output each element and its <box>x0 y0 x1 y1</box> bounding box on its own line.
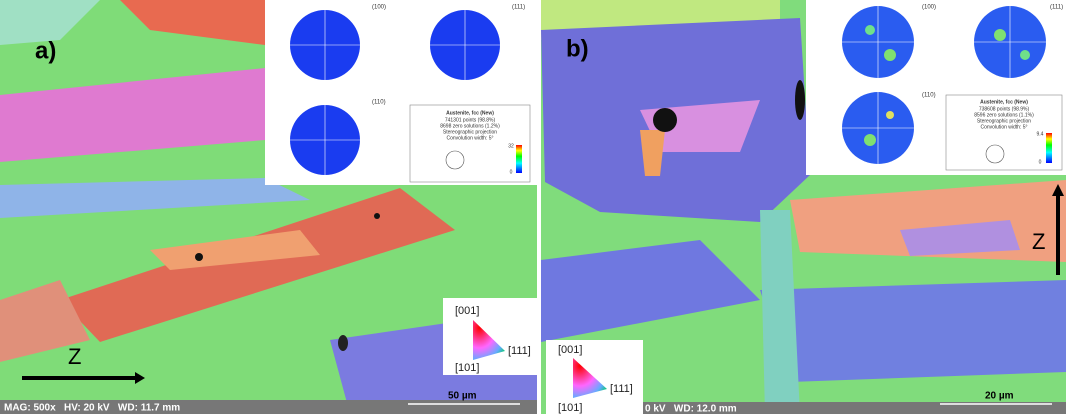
ipf-label: [111] <box>508 345 531 357</box>
axis-label: Z <box>68 344 81 369</box>
pole-figure-label: (111) <box>512 5 525 11</box>
panel-b: b) (100) (111) (110) Austenite, fcc (New… <box>541 0 1066 414</box>
legend-line: 738608 points (98.9%) <box>979 106 1030 112</box>
ipf-label: [001] <box>558 344 582 356</box>
pole-figure-label: (111) <box>1050 5 1063 11</box>
footer: MAG: 500x HV: 20 kV WD: 11.7 mm <box>4 403 180 414</box>
pole-figure-label: (100) <box>372 5 386 11</box>
ipf-label: [111] <box>610 383 633 395</box>
panel-a: a) (100) (111) (110) Austenite, fcc (New… <box>0 0 537 414</box>
footer: 0 kV WD: 12.0 mm <box>645 404 737 414</box>
legend-line: Stereographic projection <box>977 118 1031 124</box>
legend-line: Convolution width: 5° <box>446 135 493 141</box>
legend-line: Stereographic projection <box>443 129 497 135</box>
panel-label: b) <box>566 35 589 62</box>
pole-figure-label: (100) <box>922 5 936 11</box>
scale-max: 9.4 <box>1037 131 1044 137</box>
legend-title: Austenite, fcc (New) <box>980 99 1028 105</box>
scale-min: 0 <box>510 169 513 175</box>
scale-bar-label: 50 µm <box>448 391 477 402</box>
pole-figure-label: (110) <box>372 100 386 106</box>
panel-label: a) <box>35 37 56 64</box>
legend-title: Austenite, fcc (New) <box>446 110 494 116</box>
legend-line: 741301 points (98.8%) <box>445 117 496 123</box>
ipf-label: [101] <box>455 362 479 374</box>
axis-label: Z <box>1032 229 1045 254</box>
scale-bar-label: 20 µm <box>985 391 1014 402</box>
ipf-label: [101] <box>558 402 582 414</box>
scale-min: 0 <box>1039 159 1042 165</box>
legend-line: Convolution width: 5° <box>980 124 1027 130</box>
legend-line: 8698 zero solutions (1.2%) <box>440 123 500 129</box>
scale-max: 32 <box>508 143 514 149</box>
legend-line: 8596 zero solutions (1.1%) <box>974 112 1034 118</box>
ipf-label: [001] <box>455 305 479 317</box>
pole-figure-label: (110) <box>922 93 936 99</box>
